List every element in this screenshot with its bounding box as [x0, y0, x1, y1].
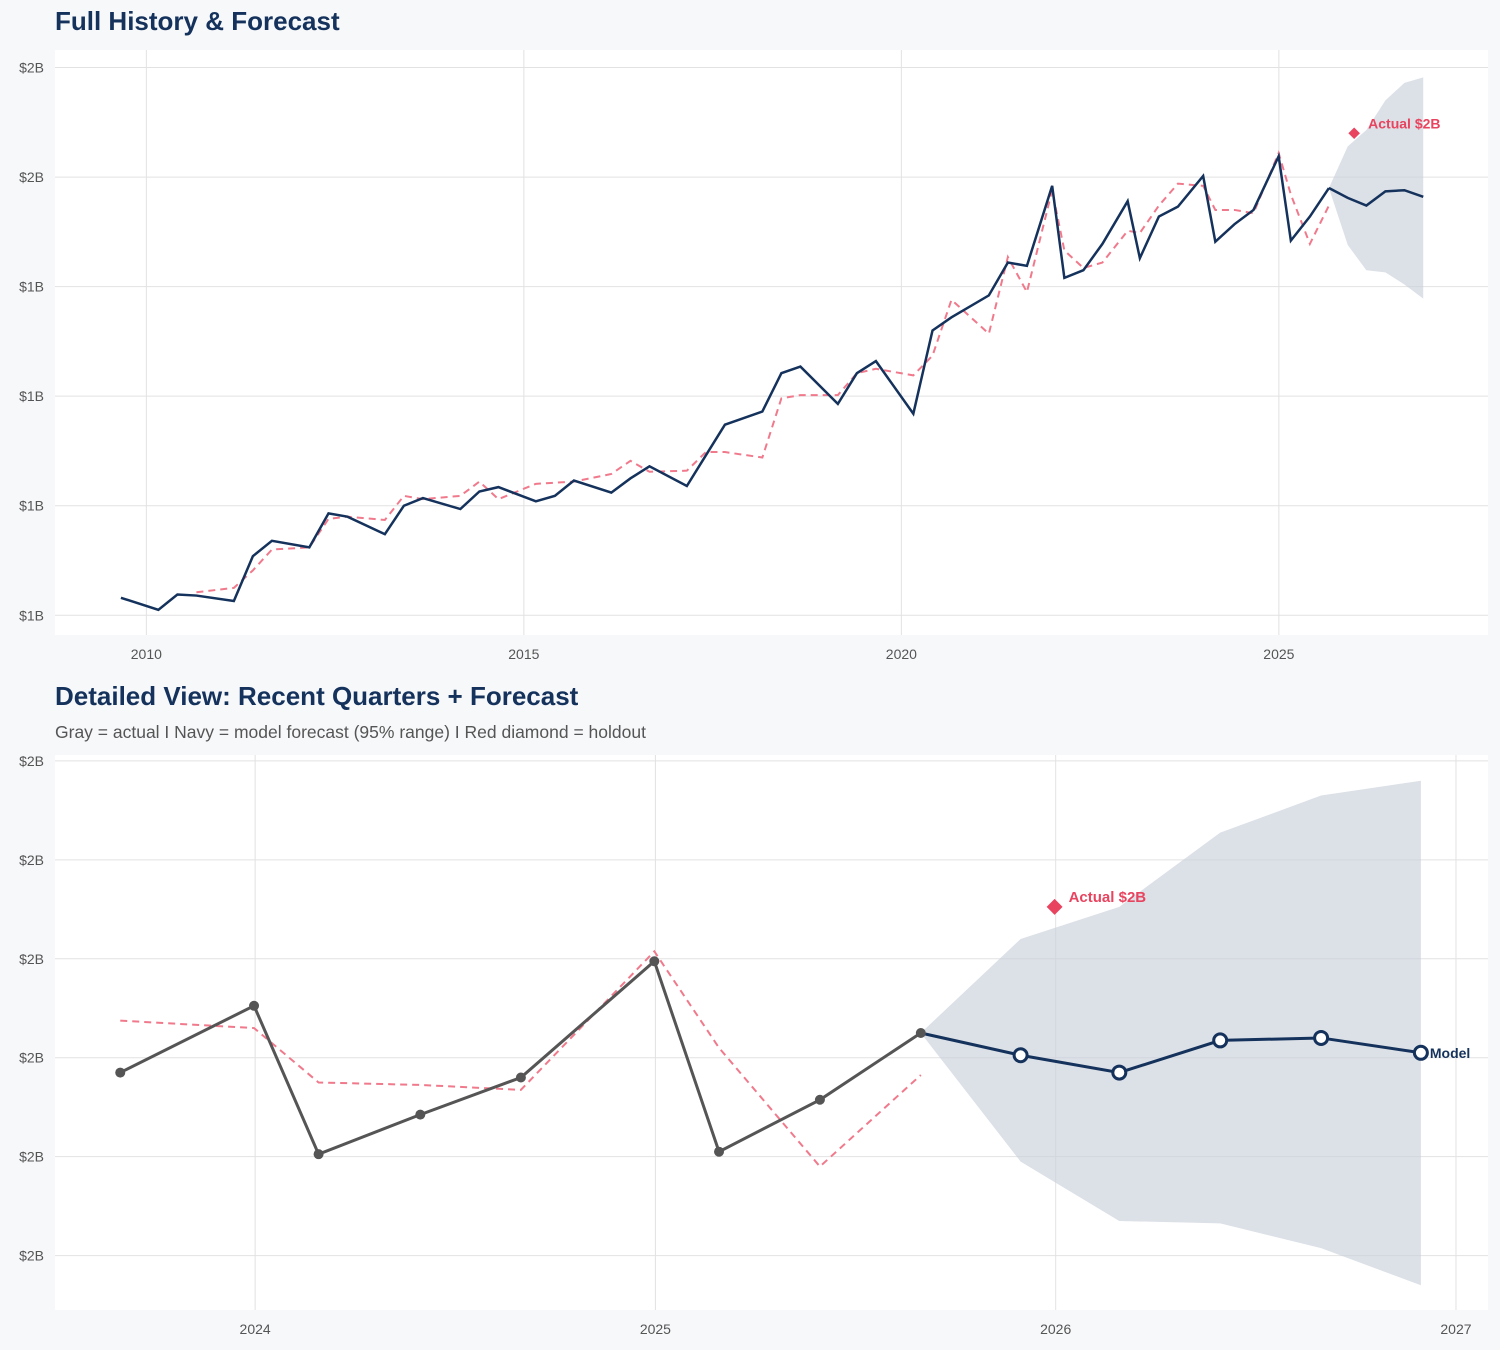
forecast-point: [1212, 1032, 1229, 1049]
forecast-point: [1412, 1044, 1429, 1061]
x-tick-label: 2027: [1440, 1321, 1471, 1337]
x-tick-label: 2025: [640, 1321, 671, 1337]
y-tick-label: $1B: [19, 498, 44, 514]
y-tick-label: $1B: [19, 279, 44, 295]
forecast-95-range-band: [1328, 77, 1424, 299]
top-chart: $1B $1B $1B $1B $2B $2B 2010 2015 2020 2025 Actual…: [19, 50, 1488, 662]
forecast-point: [1012, 1047, 1029, 1064]
top-chart-title: Full History & Forecast: [55, 6, 340, 36]
actual-point: [649, 956, 660, 967]
y-tick-label: $2B: [19, 753, 44, 769]
holdout-label: Actual $2B: [1069, 889, 1147, 906]
holdout-diamond-marker: [1348, 127, 1360, 140]
forecast-point: [1111, 1064, 1128, 1081]
fitted-series-line: [120, 949, 922, 1168]
forecast-series-line: [1328, 186, 1424, 207]
y-tick-label: $2B: [19, 1050, 44, 1066]
actual-series-line: [120, 151, 1330, 612]
bottom-chart: $2B $2B $2B $2B $2B $2B 2024 2025 2026 2027 Model A…: [19, 753, 1488, 1337]
forecast-point: [1313, 1029, 1330, 1046]
actual-point: [714, 1146, 725, 1157]
y-tick-label: $1B: [19, 607, 44, 623]
x-tick-label: 2024: [240, 1321, 271, 1337]
y-tick-label: $2B: [19, 169, 44, 185]
fitted-series-line: [196, 149, 1330, 594]
bottom-chart-subtitle: Gray = actual I Navy = model forecast (9…: [55, 722, 646, 742]
y-tick-label: $2B: [19, 1248, 44, 1264]
y-tick-label: $2B: [19, 60, 44, 76]
x-tick-label: 2026: [1040, 1321, 1071, 1337]
actual-point: [915, 1027, 926, 1038]
holdout-diamond-marker: [1046, 898, 1063, 915]
y-tick-label: $2B: [19, 1149, 44, 1165]
bottom-chart-title: Detailed View: Recent Quarters + Forecas…: [55, 681, 579, 711]
x-tick-label: 2015: [508, 646, 539, 662]
actual-point: [313, 1149, 324, 1160]
actual-point: [515, 1072, 526, 1083]
actual-point: [814, 1094, 825, 1105]
holdout-label: Actual $2B: [1368, 115, 1440, 131]
y-tick-label: $2B: [19, 852, 44, 868]
x-tick-label: 2010: [131, 646, 162, 662]
y-tick-label: $2B: [19, 951, 44, 967]
plot-area: [55, 50, 1488, 635]
actual-point: [249, 1000, 260, 1011]
forecast-series-line: [920, 1031, 1422, 1075]
model-end-label: Model: [1430, 1045, 1470, 1061]
actual-point: [415, 1109, 426, 1120]
x-tick-label: 2025: [1263, 646, 1294, 662]
forecast-95-range-band: [920, 780, 1421, 1286]
x-tick-label: 2020: [886, 646, 917, 662]
actual-point: [115, 1067, 126, 1078]
y-tick-label: $1B: [19, 388, 44, 404]
